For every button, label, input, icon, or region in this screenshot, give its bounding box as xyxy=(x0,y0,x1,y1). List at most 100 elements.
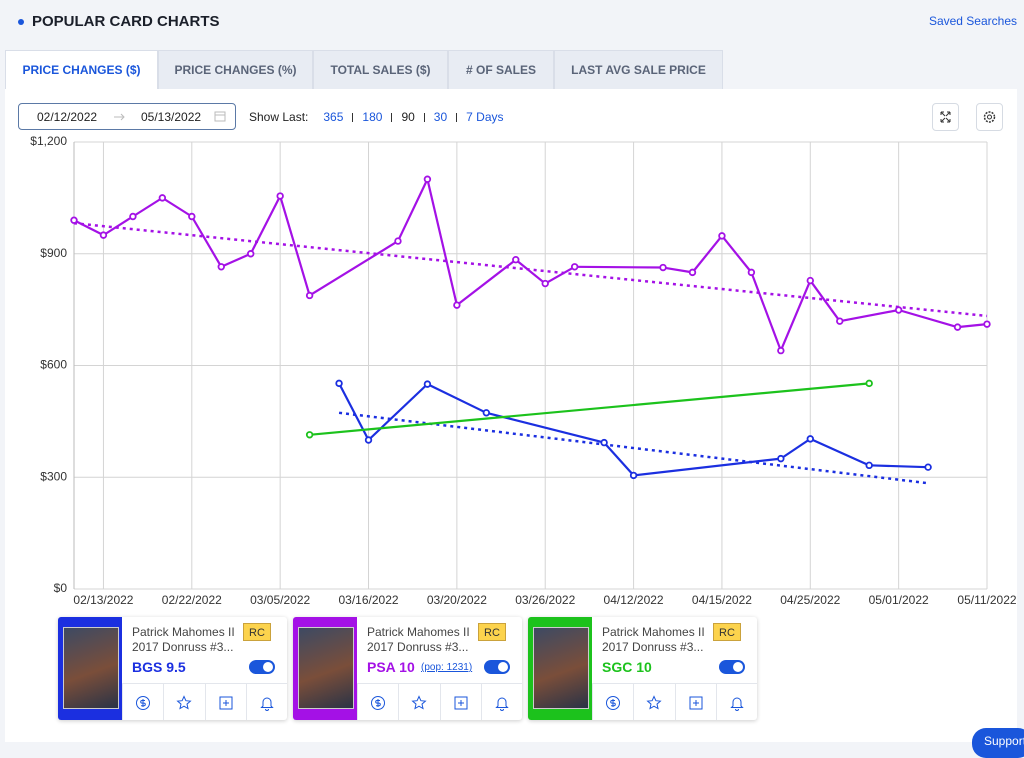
trend-line xyxy=(338,411,929,485)
grade-label: PSA 10 xyxy=(367,659,415,675)
data-point xyxy=(541,279,549,288)
action-button[interactable] xyxy=(715,684,757,720)
settings-icon xyxy=(983,111,996,123)
rookie-badge: RC xyxy=(243,623,271,641)
series-segment xyxy=(839,308,899,323)
data-point xyxy=(924,463,932,471)
tab[interactable]: PRICE CHANGES ($) xyxy=(5,50,158,89)
data-point xyxy=(659,263,667,272)
y-tick-label: $300 xyxy=(40,469,67,483)
data-point xyxy=(423,175,432,183)
data-point xyxy=(394,237,402,245)
x-tick-label: 04/15/2022 xyxy=(692,593,752,607)
action-button[interactable] xyxy=(674,684,716,720)
alert-icon xyxy=(260,697,274,711)
fullscreen-icon xyxy=(940,111,951,123)
action-button[interactable] xyxy=(633,684,674,720)
series-toggle[interactable] xyxy=(249,660,275,674)
data-point xyxy=(158,194,167,202)
tab[interactable]: # OF SALES xyxy=(448,50,554,89)
range-option[interactable]: 180 xyxy=(362,110,383,124)
separator xyxy=(391,113,393,122)
page-title: POPULAR CARD CHARTS xyxy=(32,13,220,30)
series-segment xyxy=(780,437,811,460)
separator xyxy=(456,113,458,122)
action-button[interactable] xyxy=(592,684,633,720)
data-point xyxy=(953,323,962,331)
arrow-icon xyxy=(114,113,125,121)
card-color-strip xyxy=(58,617,122,720)
show-last-label: Show Last: xyxy=(249,110,309,124)
data-point xyxy=(894,306,903,314)
series-segment xyxy=(691,235,723,274)
series-segment xyxy=(279,195,311,296)
rookie-badge: RC xyxy=(713,623,741,641)
series-segment xyxy=(309,382,870,436)
data-point xyxy=(806,435,814,443)
x-tick-label: 05/01/2022 xyxy=(869,593,929,607)
data-point xyxy=(983,320,991,328)
support-button[interactable]: Support xyxy=(972,728,1024,758)
series-segment xyxy=(73,219,104,237)
data-point xyxy=(865,461,873,470)
card-set: 2017 Donruss #3... xyxy=(367,640,469,654)
action-button[interactable] xyxy=(357,684,398,720)
series-segment xyxy=(574,265,664,269)
population-link[interactable]: (pop: 1231) xyxy=(421,662,473,673)
data-point xyxy=(806,276,814,285)
series-segment xyxy=(809,279,841,322)
favorite-icon xyxy=(411,694,427,710)
action-button[interactable] xyxy=(163,684,204,720)
action-button[interactable] xyxy=(122,684,163,720)
chart: $0 $300 $600 $900 $1,200 02/13/2022 02/22/2022… xyxy=(30,134,1017,607)
series-segment xyxy=(102,215,134,237)
fullscreen-button[interactable] xyxy=(932,103,959,131)
title-dot xyxy=(18,19,24,25)
data-point xyxy=(70,216,78,224)
date-range-picker[interactable]: 02/12/2022 05/13/2022 xyxy=(18,103,236,130)
action-button[interactable] xyxy=(204,684,246,720)
data-point xyxy=(276,192,284,200)
card-actions xyxy=(592,683,757,720)
card-set: 2017 Donruss #3... xyxy=(602,640,704,654)
x-tick-label: 03/26/2022 xyxy=(515,593,575,607)
range-option[interactable]: 365 xyxy=(323,110,344,124)
trend-line xyxy=(73,221,988,318)
series-segment xyxy=(190,215,223,268)
data-point xyxy=(335,379,343,388)
price-icon xyxy=(136,695,151,710)
series-segment xyxy=(779,280,812,352)
series-toggle[interactable] xyxy=(484,660,510,674)
range-option[interactable]: 90 xyxy=(401,110,415,124)
range-option[interactable]: 7 Days xyxy=(466,110,504,124)
series-toggle[interactable] xyxy=(719,660,745,674)
add-icon xyxy=(689,696,703,709)
action-button[interactable] xyxy=(245,684,287,720)
tab[interactable]: LAST AVG SALE PRICE xyxy=(554,50,723,89)
card: Patrick Mahomes II 2017 Donruss #3... RC SG… xyxy=(528,617,757,720)
player-name: Patrick Mahomes II xyxy=(367,625,470,639)
series-segment xyxy=(662,266,693,274)
card-set: 2017 Donruss #3... xyxy=(132,640,234,654)
data-point xyxy=(247,250,255,258)
y-tick-label: $1,200 xyxy=(30,134,67,148)
data-point xyxy=(453,301,461,309)
series-segment xyxy=(750,271,782,351)
data-point xyxy=(482,409,491,417)
price-icon xyxy=(371,695,386,710)
data-point xyxy=(305,291,314,300)
action-button[interactable] xyxy=(398,684,439,720)
action-button[interactable] xyxy=(439,684,481,720)
card-color-strip xyxy=(528,617,592,720)
favorite-icon xyxy=(176,694,192,710)
series-segment xyxy=(220,252,252,268)
saved-searches-link[interactable]: Saved Searches xyxy=(928,14,1017,28)
tab[interactable]: TOTAL SALES ($) xyxy=(313,50,448,89)
page: {"header": {"title": "POPULAR CARD CHART… xyxy=(5,13,1024,758)
tab[interactable]: PRICE CHANGES (%) xyxy=(158,50,313,89)
rookie-badge: RC xyxy=(478,623,506,641)
series-segment xyxy=(898,308,958,329)
settings-button[interactable] xyxy=(976,103,1003,131)
range-option[interactable]: 30 xyxy=(433,110,448,124)
action-button[interactable] xyxy=(480,684,522,720)
